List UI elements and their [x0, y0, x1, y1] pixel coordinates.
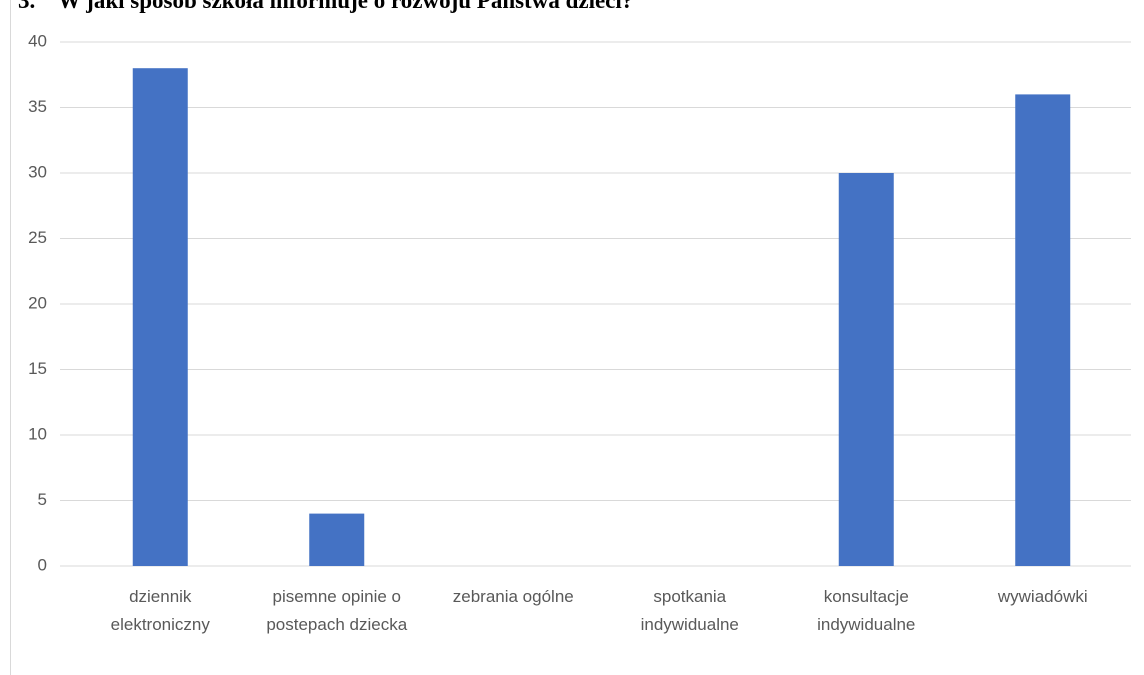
- y-tick-label: 5: [38, 490, 47, 509]
- y-tick-label: 40: [28, 31, 47, 50]
- bar: [838, 173, 894, 566]
- chart-title: 3. W jaki sposób szkoła informuje o rozw…: [18, 0, 633, 13]
- y-tick-label: 15: [28, 359, 47, 378]
- x-tick-label: spotkania indywidualne: [641, 587, 739, 634]
- x-tick-label: zebrania ogólne: [453, 587, 574, 606]
- x-tick-label: wywiadówki: [997, 587, 1088, 606]
- bar: [132, 68, 188, 566]
- bar: [309, 513, 365, 566]
- x-tick-label: konsultacje indywidualne: [817, 587, 915, 634]
- y-tick-label: 30: [28, 162, 47, 181]
- y-tick-label: 25: [28, 228, 47, 247]
- y-tick-label: 20: [28, 293, 47, 312]
- y-tick-label: 0: [38, 555, 47, 574]
- bar: [1015, 94, 1071, 567]
- x-tick-label: pisemne opinie o postepach dziecka: [266, 587, 407, 634]
- y-tick-label: 35: [28, 97, 47, 116]
- x-tick-label: dziennik elektroniczny: [111, 587, 211, 634]
- y-tick-label: 10: [28, 424, 47, 443]
